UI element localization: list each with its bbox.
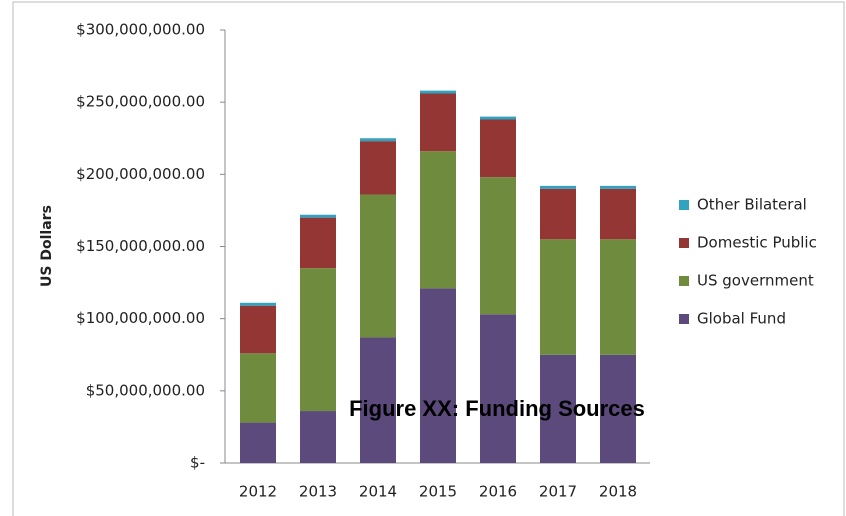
legend-swatch — [679, 314, 689, 324]
bar-segment — [540, 188, 576, 240]
legend-swatch — [679, 276, 689, 286]
bar-segment — [420, 288, 456, 463]
bar-segment — [480, 177, 516, 315]
bar-segment — [600, 185, 636, 189]
bar-segment — [360, 194, 396, 338]
bar-segment — [240, 305, 276, 354]
y-tick-label: $250,000,000.00 — [76, 93, 205, 111]
bar-segment — [480, 116, 516, 120]
y-tick-label: $300,000,000.00 — [76, 21, 205, 39]
y-tick-label: $- — [190, 454, 205, 472]
x-tick-label: 2014 — [359, 483, 397, 501]
legend-label: Domestic Public — [697, 234, 817, 252]
legend-label: Global Fund — [697, 310, 786, 328]
y-tick-label: $150,000,000.00 — [76, 237, 205, 255]
bar-segment — [420, 93, 456, 152]
x-tick-label: 2018 — [599, 483, 637, 501]
y-tick-label: $200,000,000.00 — [76, 165, 205, 183]
bar-segment — [540, 354, 576, 463]
bar-segment — [300, 268, 336, 412]
y-axis-label: US Dollars — [39, 205, 55, 287]
y-tick-label: $100,000,000.00 — [76, 309, 205, 327]
legend-label: US government — [697, 272, 814, 290]
bar-segment — [540, 239, 576, 355]
legend-label: Other Bilateral — [697, 196, 807, 214]
bar-segment — [300, 217, 336, 269]
bar-segment — [480, 119, 516, 178]
x-tick-label: 2012 — [239, 483, 277, 501]
chart-frame — [12, 1, 845, 516]
bar-segment — [240, 422, 276, 463]
figure-caption: Figure XX: Funding Sources — [349, 396, 645, 421]
x-tick-label: 2016 — [479, 483, 517, 501]
bar-segment — [300, 411, 336, 463]
bar-segment — [540, 185, 576, 189]
bar-segment — [360, 138, 396, 142]
bar-segment — [600, 188, 636, 240]
y-tick-label: $50,000,000.00 — [86, 381, 205, 399]
bar-segment — [240, 302, 276, 306]
bar-segment — [600, 354, 636, 463]
legend-swatch — [679, 238, 689, 248]
bar-segment — [360, 337, 396, 463]
bar-segment — [360, 141, 396, 195]
bar-segment — [480, 314, 516, 463]
bar-segment — [300, 214, 336, 218]
bar-segment — [420, 90, 456, 94]
x-tick-label: 2013 — [299, 483, 337, 501]
x-tick-label: 2015 — [419, 483, 457, 501]
legend-swatch — [679, 200, 689, 210]
bar-segment — [600, 239, 636, 355]
x-tick-label: 2017 — [539, 483, 577, 501]
bar-segment — [240, 353, 276, 423]
bar-segment — [420, 151, 456, 289]
